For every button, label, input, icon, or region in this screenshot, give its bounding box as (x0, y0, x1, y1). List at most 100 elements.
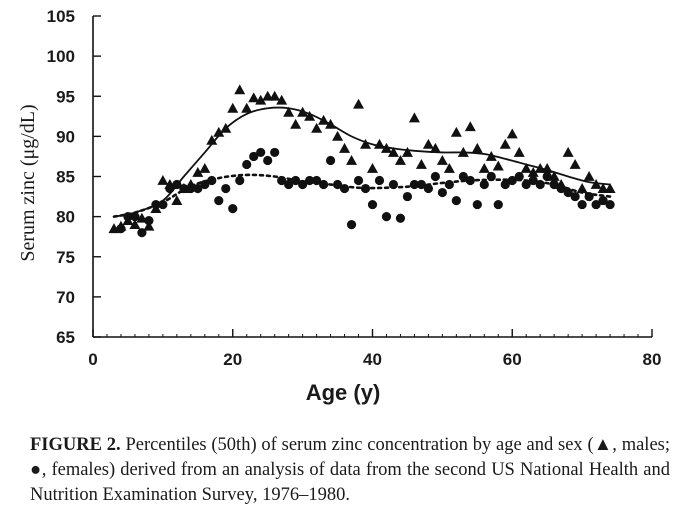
males-point (339, 142, 351, 153)
females-point (591, 199, 601, 210)
data-points (108, 84, 616, 238)
females-point (374, 175, 385, 186)
males-point (562, 146, 574, 157)
females-point (158, 199, 168, 210)
females-point (207, 175, 217, 186)
figure-label: FIGURE 2. (30, 435, 121, 455)
y-tick-label: 80 (56, 208, 75, 227)
males-point (269, 90, 281, 101)
y-tick-label: 85 (56, 168, 75, 187)
x-tick-label: 40 (363, 350, 382, 369)
males-point (367, 162, 378, 173)
males-point (360, 138, 372, 149)
males-point (604, 183, 616, 193)
females-point (312, 175, 322, 186)
females-point (605, 199, 615, 210)
females-point (116, 224, 126, 234)
females-point (556, 183, 566, 194)
females-point (277, 175, 287, 186)
males-point (248, 92, 260, 103)
y-tick-label: 95 (56, 87, 75, 106)
males-point (569, 158, 581, 169)
females-point (130, 212, 140, 222)
females-point (123, 212, 133, 222)
females-point (270, 147, 280, 158)
females-point (360, 183, 371, 194)
females-point (353, 175, 364, 186)
females-point (151, 199, 161, 210)
males-point (401, 146, 413, 157)
females-point (325, 155, 336, 166)
females-point (346, 220, 357, 230)
males-point (548, 171, 560, 181)
females-point (458, 171, 468, 182)
figure-caption: FIGURE 2. Percentiles (50th) of serum zi… (30, 433, 670, 508)
males-point (262, 90, 274, 101)
males-point (478, 162, 490, 173)
males-point (373, 138, 385, 149)
males-point (353, 98, 365, 109)
females-point (395, 213, 406, 223)
females-point (542, 171, 552, 182)
females-point (200, 179, 210, 190)
males-point (520, 162, 532, 173)
females-point (214, 195, 224, 206)
males-point (171, 195, 183, 205)
females-point (402, 191, 413, 202)
males-point (241, 102, 253, 113)
males-point (436, 154, 448, 165)
males-point (220, 122, 232, 133)
males-point (499, 138, 511, 149)
males-point (429, 142, 441, 153)
females-point (423, 183, 433, 194)
males-point (492, 160, 504, 171)
males-point (143, 220, 155, 231)
x-tick-label: 60 (503, 350, 522, 369)
females-point (249, 151, 259, 162)
males-point (541, 162, 553, 173)
males-point (394, 154, 406, 165)
females-point (514, 171, 524, 182)
males-point (332, 130, 344, 141)
females-point (577, 199, 587, 210)
females-point (172, 179, 182, 190)
females-point (444, 179, 454, 190)
females-point (493, 199, 503, 210)
males-point (283, 106, 295, 117)
x-axis-title: Age (y) (306, 380, 381, 405)
females-point (416, 179, 427, 190)
males-point (227, 102, 239, 113)
females-point (332, 179, 343, 190)
y-tick-label: 70 (56, 288, 75, 307)
females-point (472, 199, 482, 210)
males-point (199, 162, 211, 173)
females-point (507, 175, 517, 186)
females-point (221, 183, 231, 194)
females-point (486, 171, 496, 182)
females-point (584, 191, 594, 202)
x-tick-label: 20 (223, 350, 242, 369)
males-point (450, 126, 462, 137)
males-point (464, 121, 476, 132)
females-point (549, 179, 559, 190)
males-point (304, 110, 316, 121)
females-point (451, 195, 461, 206)
females-point (381, 212, 392, 222)
females-point (256, 147, 266, 158)
males-point (325, 118, 337, 129)
males-point (485, 150, 497, 161)
females-point (521, 179, 531, 190)
females-point (242, 159, 252, 170)
males-point (276, 94, 288, 105)
males-point (443, 162, 455, 173)
tick-labels: 65 70 75 80 85 90 95 100 105 0 20 40 60 80 (47, 7, 662, 369)
females-point (388, 179, 399, 190)
x-tick-label: 0 (88, 350, 97, 369)
males-point (590, 179, 602, 189)
males-point (234, 84, 246, 95)
males-point (311, 122, 323, 133)
males-point (255, 94, 267, 105)
caption-text: Percentiles (50th) of serum zinc concent… (30, 435, 671, 505)
females-point (479, 179, 489, 190)
males-point (576, 183, 588, 193)
